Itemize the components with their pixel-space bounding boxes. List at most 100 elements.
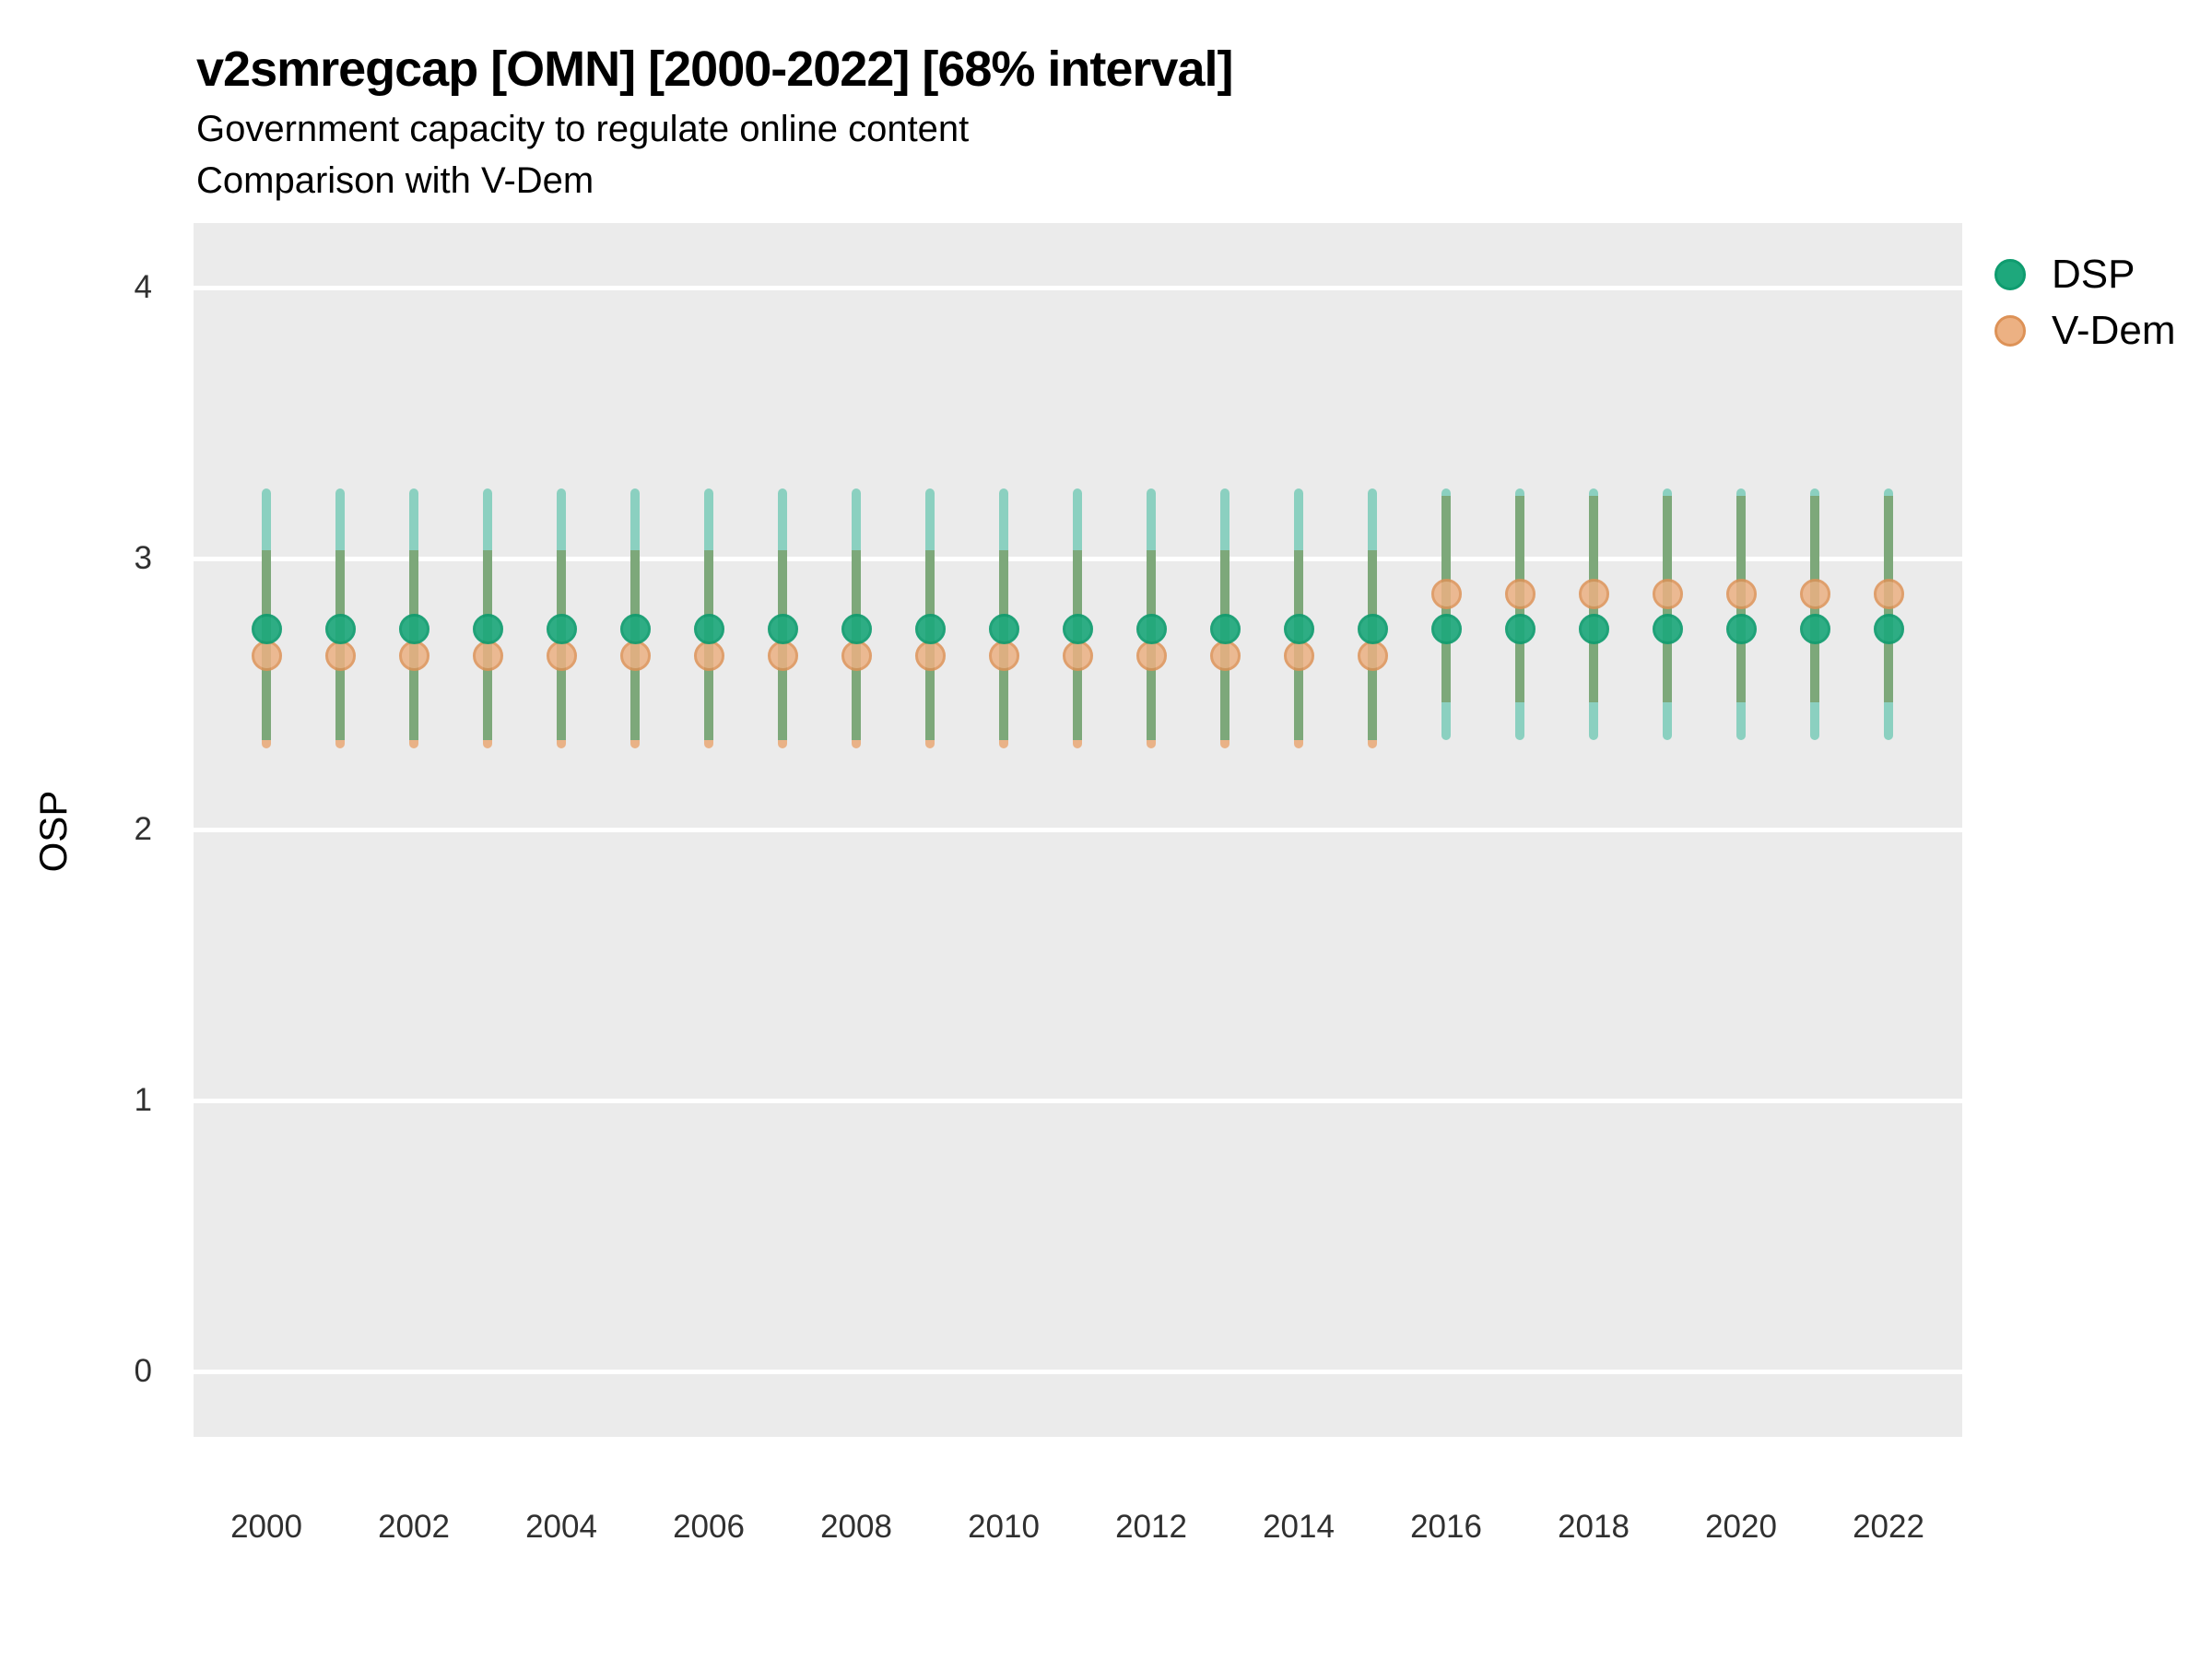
dsp-point-2005: [619, 613, 651, 644]
vdem-point-2008: [841, 641, 872, 672]
chart-subtitle: Government capacity to regulate online c…: [196, 103, 969, 206]
dsp-interval-segment: [1441, 488, 1451, 497]
x-tick-label-2002: 2002: [378, 1509, 450, 1545]
vdem-point-2011: [1062, 641, 1093, 672]
vdem-interval-segment: [335, 739, 345, 748]
dsp-point-2001: [324, 613, 356, 644]
vdem-interval-segment: [1073, 739, 1082, 748]
vdem-interval-segment: [1220, 739, 1230, 748]
dsp-point-2017: [1504, 613, 1535, 644]
vdem-point-2019: [1652, 578, 1683, 609]
vdem-point-2000: [251, 641, 282, 672]
x-tick-label-2008: 2008: [820, 1509, 892, 1545]
vdem-point-2006: [693, 641, 724, 672]
chart-subtitle-line2: Comparison with V-Dem: [196, 160, 594, 201]
dsp-interval-segment: [1368, 488, 1377, 551]
chart-title: v2smregcap [OMN] [2000-2022] [68% interv…: [196, 41, 1233, 97]
vdem-interval-segment: [409, 739, 418, 748]
legend-dot-v-dem: [1994, 315, 2026, 347]
dsp-point-2007: [767, 613, 798, 644]
vdem-interval-segment: [778, 739, 787, 748]
dsp-interval-segment: [1515, 488, 1524, 497]
plot-panel: [194, 223, 1962, 1437]
x-tick-label-2004: 2004: [525, 1509, 597, 1545]
vdem-interval-segment: [557, 739, 566, 748]
vdem-interval-segment: [925, 739, 935, 748]
dsp-point-2021: [1799, 613, 1830, 644]
dsp-point-2018: [1578, 613, 1609, 644]
vdem-point-2003: [472, 641, 503, 672]
y-tick-label-0: 0: [134, 1353, 152, 1389]
vdem-interval-segment: [704, 739, 713, 748]
vdem-interval-segment: [852, 739, 861, 748]
dsp-interval-segment: [483, 488, 492, 551]
vdem-point-2010: [988, 641, 1019, 672]
x-tick-label-2016: 2016: [1410, 1509, 1482, 1545]
vdem-point-2005: [619, 641, 651, 672]
dsp-interval-segment: [999, 488, 1008, 551]
dsp-interval-segment: [1441, 701, 1451, 740]
dsp-point-2016: [1430, 613, 1462, 644]
dsp-interval-segment: [925, 488, 935, 551]
vdem-interval-segment: [1294, 739, 1303, 748]
legend-label-dsp: DSP: [2052, 252, 2136, 297]
vdem-point-2004: [546, 641, 577, 672]
dsp-interval-segment: [1073, 488, 1082, 551]
dsp-interval-segment: [1736, 701, 1746, 740]
dsp-interval-segment: [1515, 701, 1524, 740]
vdem-point-2002: [398, 641, 429, 672]
dsp-point-2009: [914, 613, 946, 644]
dsp-interval-segment: [778, 488, 787, 551]
vdem-interval-segment: [1147, 739, 1156, 748]
dsp-interval-segment: [1736, 488, 1746, 497]
vdem-point-2012: [1135, 641, 1167, 672]
x-tick-label-2014: 2014: [1263, 1509, 1335, 1545]
x-tick-label-2000: 2000: [230, 1509, 302, 1545]
dsp-interval-segment: [1589, 488, 1598, 497]
x-tick-label-2020: 2020: [1705, 1509, 1777, 1545]
dsp-interval-segment: [409, 488, 418, 551]
gridline-y-0: [194, 1369, 1962, 1374]
vdem-interval-segment: [1368, 739, 1377, 748]
vdem-point-2014: [1283, 641, 1314, 672]
dsp-point-2004: [546, 613, 577, 644]
dsp-interval-segment: [1220, 488, 1230, 551]
dsp-interval-segment: [1810, 701, 1819, 740]
x-tick-label-2022: 2022: [1853, 1509, 1924, 1545]
vdem-point-2020: [1725, 578, 1757, 609]
legend-dot-dsp: [1994, 259, 2026, 290]
gridline-y-2: [194, 827, 1962, 832]
dsp-point-2011: [1062, 613, 1093, 644]
dsp-point-2014: [1283, 613, 1314, 644]
dsp-interval-segment: [262, 488, 271, 551]
vdem-point-2016: [1430, 578, 1462, 609]
dsp-interval-segment: [1810, 488, 1819, 497]
dsp-interval-segment: [1884, 701, 1893, 740]
chart-subtitle-line1: Government capacity to regulate online c…: [196, 109, 970, 149]
gridline-y-1: [194, 1098, 1962, 1103]
vdem-point-2001: [324, 641, 356, 672]
dsp-interval-segment: [1589, 701, 1598, 740]
dsp-point-2022: [1873, 613, 1904, 644]
dsp-interval-segment: [1884, 488, 1893, 497]
vdem-point-2013: [1209, 641, 1241, 672]
dsp-point-2019: [1652, 613, 1683, 644]
x-tick-label-2006: 2006: [673, 1509, 745, 1545]
dsp-interval-segment: [630, 488, 640, 551]
vdem-point-2021: [1799, 578, 1830, 609]
dsp-interval-segment: [557, 488, 566, 551]
dsp-interval-segment: [1663, 488, 1672, 497]
dsp-interval-segment: [704, 488, 713, 551]
dsp-point-2003: [472, 613, 503, 644]
y-tick-label-4: 4: [134, 269, 152, 305]
vdem-interval-segment: [999, 739, 1008, 748]
vdem-point-2007: [767, 641, 798, 672]
dsp-point-2002: [398, 613, 429, 644]
x-tick-label-2010: 2010: [968, 1509, 1040, 1545]
gridline-y-4: [194, 285, 1962, 290]
dsp-interval-segment: [1663, 701, 1672, 740]
dsp-point-2013: [1209, 613, 1241, 644]
dsp-point-2020: [1725, 613, 1757, 644]
dsp-point-2008: [841, 613, 872, 644]
